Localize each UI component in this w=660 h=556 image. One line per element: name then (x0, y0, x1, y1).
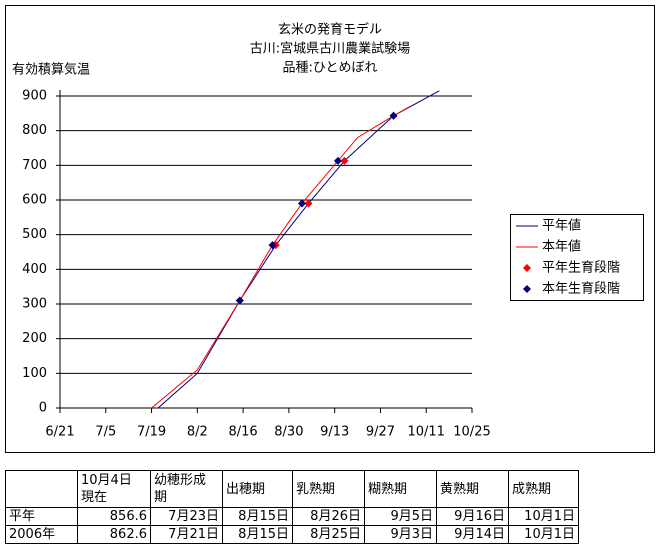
cell: 7月21日 (150, 525, 223, 544)
chart-title: 玄米の発育モデル (278, 22, 382, 38)
cell: 8月25日 (292, 525, 365, 544)
y-tick-label: 0 (39, 401, 47, 416)
y-tick-label: 300 (22, 297, 47, 312)
cell: 9月16日 (436, 507, 509, 526)
x-tick-label: 10/25 (453, 425, 490, 440)
cell: 平年 (5, 507, 78, 526)
cell: 856.6 (77, 507, 151, 526)
cell: 9月14日 (436, 525, 509, 544)
x-tick-label: 8/30 (274, 425, 303, 440)
header-cell: 糊熟期 (364, 470, 437, 508)
plot-area (60, 90, 472, 408)
stage-marker (389, 111, 398, 120)
y-tick-label: 800 (22, 123, 47, 138)
cell: 8月26日 (292, 507, 365, 526)
x-tick-label: 8/2 (187, 425, 208, 440)
x-tick-label: 9/13 (320, 425, 349, 440)
chart-title: 古川:宮城県古川農業試験場 (250, 41, 410, 57)
series-line (157, 90, 440, 409)
header-text: 10月4日 (81, 473, 132, 488)
header-text: 幼穂形成 (154, 473, 207, 488)
header-text: 乳熟期 (296, 481, 336, 497)
cell: 9月3日 (364, 525, 437, 544)
x-tick-label: 7/19 (137, 425, 166, 440)
y-tick-label: 400 (22, 262, 47, 277)
legend-label: 平年値 (542, 218, 581, 234)
header-cell: 幼穂形成期 (150, 470, 223, 508)
legend-marker (523, 285, 531, 293)
header-cell: 成熟期 (508, 470, 579, 508)
cell: 862.6 (77, 525, 151, 544)
cell: 2006年 (5, 525, 78, 544)
header-text: 現在 (81, 490, 108, 505)
legend-marker (523, 264, 531, 272)
cell: 10月1日 (508, 525, 579, 544)
header-cell: 乳熟期 (292, 470, 365, 508)
legend-label: 本年生育段階 (542, 281, 620, 297)
header-text: 期 (154, 490, 168, 505)
cell: 7月23日 (150, 507, 223, 526)
x-tick-label: 7/5 (95, 425, 116, 440)
y-tick-label: 200 (22, 331, 47, 346)
header-cell: 黄熟期 (436, 470, 509, 508)
stage-marker (333, 156, 342, 165)
header-cell (5, 470, 78, 508)
legend-label: 本年値 (542, 239, 581, 255)
stage-marker (297, 199, 306, 208)
header-cell: 10月4日現在 (77, 470, 151, 508)
cell: 8月15日 (222, 525, 293, 544)
header-text: 成熟期 (512, 481, 552, 497)
legend-label: 平年生育段階 (542, 260, 620, 276)
stage-marker (235, 296, 244, 305)
y-tick-label: 900 (22, 89, 47, 104)
chart: 玄米の発育モデル 古川:宮城県古川農業試験場 品種:ひとめぼれ 有効積算気温 0… (5, 5, 655, 453)
y-tick-label: 100 (22, 366, 47, 381)
y-tick-label: 500 (22, 227, 47, 242)
header-text: 糊熟期 (368, 481, 408, 497)
cell: 9月5日 (364, 507, 437, 526)
x-tick-label: 6/21 (45, 425, 74, 440)
header-text: 出穂期 (226, 481, 266, 497)
legend (510, 214, 644, 301)
y-tick-label: 600 (22, 193, 47, 208)
cell: 10月1日 (508, 507, 579, 526)
x-tick-label: 9/27 (366, 425, 395, 440)
header-cell: 出穂期 (222, 470, 293, 508)
stage-table: 10月4日 現在 幼穂形成期出穂期 乳熟期 糊熟期 黄熟期 成熟期 平年 856.6 7月23日 8… (5, 470, 579, 544)
stage-marker (340, 156, 349, 165)
header-text: 黄熟期 (440, 481, 480, 497)
y-axis-label: 有効積算気温 (12, 62, 90, 78)
stage-marker (304, 199, 313, 208)
stage-marker (268, 241, 277, 250)
x-tick-label: 8/16 (229, 425, 258, 440)
cell: 8月15日 (222, 507, 293, 526)
chart-title: 品種:ひとめぼれ (283, 60, 378, 76)
x-tick-label: 10/11 (407, 425, 444, 440)
y-tick-label: 700 (22, 158, 47, 173)
